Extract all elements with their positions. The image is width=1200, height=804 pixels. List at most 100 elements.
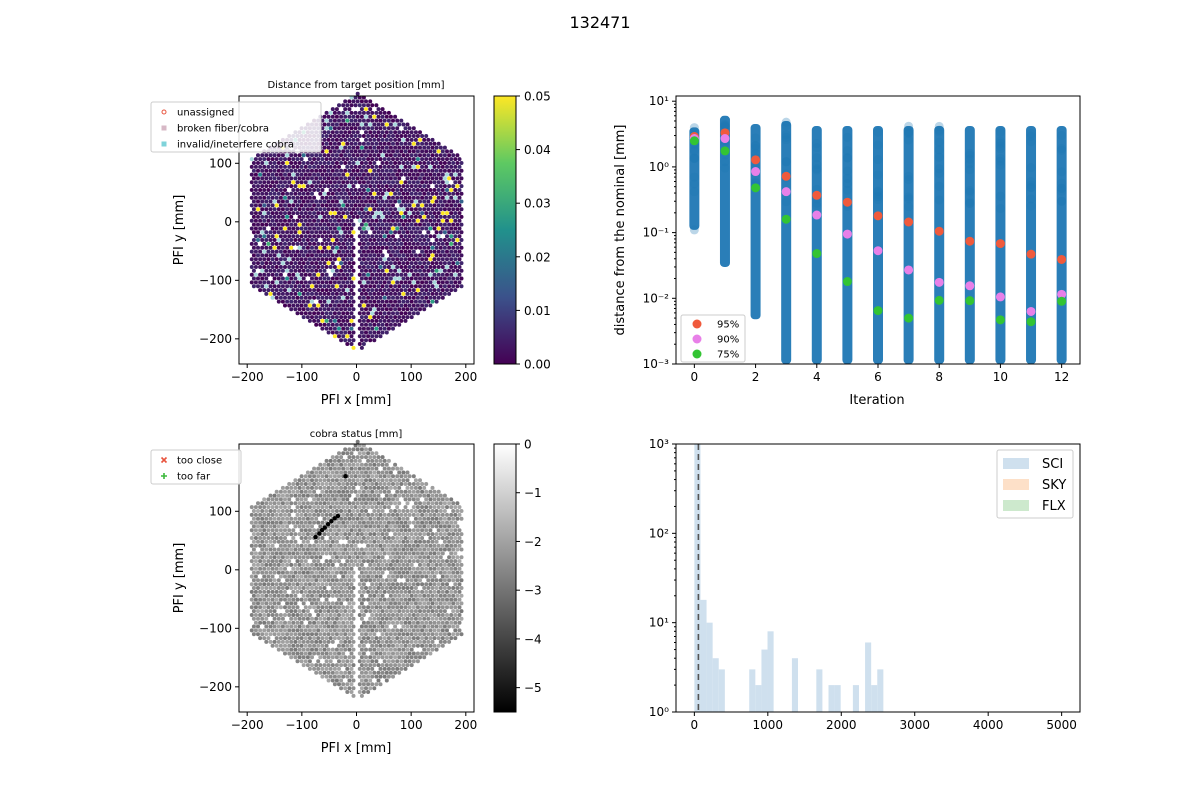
cobra-marker [316, 296, 320, 300]
cobra-marker [320, 227, 324, 231]
cobra-marker [343, 176, 347, 180]
cobra-marker [433, 157, 437, 161]
cobra-marker [449, 605, 453, 609]
cobra-marker [397, 277, 401, 281]
cobra-marker [283, 551, 287, 555]
cobra-marker [377, 277, 381, 281]
cobra-marker [320, 628, 324, 632]
colorbar-tick-label: 0.01 [524, 304, 551, 318]
cobra-marker [298, 655, 302, 659]
cobra-marker [428, 613, 432, 617]
cobra-marker [399, 598, 403, 602]
cobra-marker [395, 528, 399, 532]
cobra-marker [374, 644, 378, 648]
cobra-marker [416, 544, 420, 548]
cobra-marker [424, 180, 428, 184]
cobra-marker [412, 528, 416, 532]
cobra-marker [435, 563, 439, 567]
cobra-marker [387, 667, 391, 671]
cobra-marker [458, 544, 462, 548]
cobra-marker [323, 130, 327, 134]
cobra-marker [445, 180, 449, 184]
cobra-marker [366, 652, 370, 656]
cobra-marker [325, 296, 329, 300]
cobra-marker [310, 648, 314, 652]
cobra-marker [422, 223, 426, 227]
cobra-marker [335, 586, 339, 590]
cobra-marker [343, 686, 347, 690]
cobra-marker [296, 234, 300, 238]
percentile-75-point [812, 249, 821, 258]
cobra-marker [277, 578, 281, 582]
cobra-marker [323, 671, 327, 675]
cobra-marker [437, 280, 441, 284]
cobra-marker [381, 307, 385, 311]
cobra-marker [437, 559, 441, 563]
cobra-marker [385, 292, 389, 296]
cobra-marker [285, 578, 289, 582]
cobra-marker [412, 575, 416, 579]
cobra-marker [374, 521, 378, 525]
cobra-marker [302, 230, 306, 234]
cobra-point [904, 202, 913, 211]
cobra-marker [377, 300, 381, 304]
cobra-marker [416, 567, 420, 571]
cobra-marker [362, 242, 366, 246]
cobra-marker [250, 219, 254, 223]
cobra-marker [302, 571, 306, 575]
cobra-marker [273, 253, 277, 257]
cobra-marker [350, 265, 354, 269]
cobra-marker [387, 327, 391, 331]
cobra-marker [289, 632, 293, 636]
cobra-marker [329, 119, 333, 123]
cobra-marker [325, 173, 329, 177]
cobra-marker [296, 528, 300, 532]
cobra-marker [387, 180, 391, 184]
cobra-marker [395, 667, 399, 671]
cobra-marker [291, 250, 295, 254]
cobra-marker [335, 176, 339, 180]
cobra-marker [412, 598, 416, 602]
cobra-marker [269, 555, 273, 559]
cobra-point [1057, 146, 1066, 155]
cobra-marker [424, 280, 428, 284]
cobra-marker [356, 146, 360, 150]
cobra-marker [377, 617, 381, 621]
cobra-marker [329, 327, 333, 331]
cobra-marker [368, 555, 372, 559]
cobra-marker [341, 551, 345, 555]
cobra-marker [420, 227, 424, 231]
cobra-marker [343, 555, 347, 559]
cobra-marker [316, 257, 320, 261]
cobra-marker [412, 605, 416, 609]
cobra-marker [281, 509, 285, 513]
cobra-marker [316, 598, 320, 602]
cobra-marker [422, 655, 426, 659]
cobra-marker [416, 551, 420, 555]
cobra-marker [312, 521, 316, 525]
cobra-marker [335, 300, 339, 304]
cobra-marker [296, 505, 300, 509]
cobra-marker [368, 632, 372, 636]
cobra-marker [279, 273, 283, 277]
percentile-90-point [874, 246, 883, 255]
cobra-marker [323, 223, 327, 227]
cobra-marker [366, 111, 370, 115]
cobra-marker [360, 648, 364, 652]
cobra-marker [439, 601, 443, 605]
cobra-marker [362, 582, 366, 586]
cobra-marker [387, 513, 391, 517]
cobra-marker [335, 578, 339, 582]
cobra-marker [362, 636, 366, 640]
cobra-marker [275, 551, 279, 555]
cobra-marker [341, 119, 345, 123]
cobra-marker [424, 605, 428, 609]
cobra-marker [341, 257, 345, 261]
cobra-marker [418, 548, 422, 552]
cobra-marker [339, 307, 343, 311]
cobra-marker [252, 532, 256, 536]
cobra-marker [300, 528, 304, 532]
y-tick-label: 100 [209, 156, 232, 170]
cobra-marker [451, 223, 455, 227]
cobra-marker [306, 648, 310, 652]
